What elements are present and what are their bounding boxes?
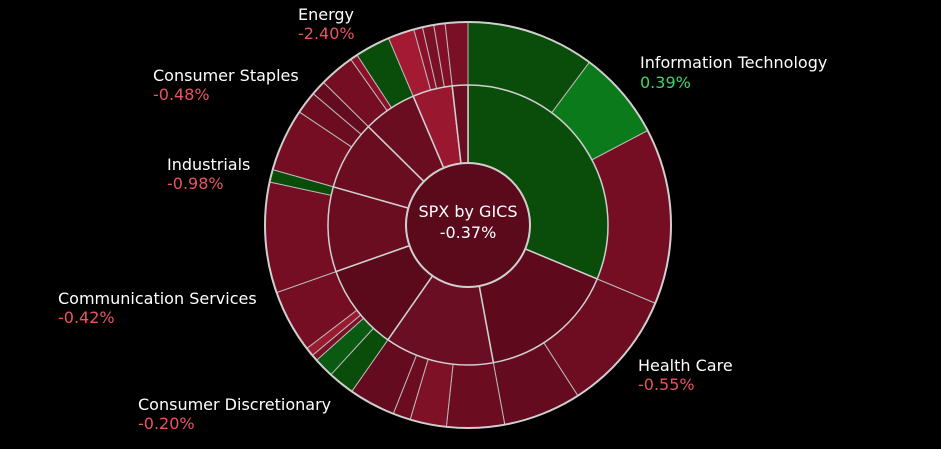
label-change: -0.55% — [638, 375, 695, 394]
label-name: Information Technology — [640, 53, 827, 72]
label-change: -0.42% — [58, 308, 115, 327]
label-industrials: Industrials -0.98% — [167, 155, 250, 193]
label-change: -0.48% — [153, 85, 210, 104]
label-change: -2.40% — [298, 24, 355, 43]
label-energy: Energy -2.40% — [298, 5, 355, 43]
label-consumer-discretionary: Consumer Discretionary -0.20% — [138, 395, 331, 433]
chart-title: SPX by GICS — [418, 202, 517, 221]
label-name: Consumer Discretionary — [138, 395, 331, 414]
label-information-technology: Information Technology 0.39% — [640, 53, 827, 92]
inner-ring — [327, 84, 609, 366]
label-name: Communication Services — [58, 289, 257, 308]
label-change: 0.39% — [640, 73, 691, 92]
label-change: -0.20% — [138, 414, 195, 433]
center-disc — [405, 162, 531, 288]
label-name: Industrials — [167, 155, 250, 174]
label-name: Consumer Staples — [153, 66, 299, 85]
label-communication-services: Communication Services -0.42% — [58, 289, 257, 327]
label-consumer-staples: Consumer Staples -0.48% — [153, 66, 299, 104]
outer-border — [264, 21, 672, 429]
label-name: Energy — [298, 5, 354, 24]
label-change: -0.98% — [167, 174, 224, 193]
label-name: Health Care — [638, 356, 733, 375]
label-health-care: Health Care -0.55% — [638, 356, 733, 394]
total-change: -0.37% — [440, 223, 497, 242]
